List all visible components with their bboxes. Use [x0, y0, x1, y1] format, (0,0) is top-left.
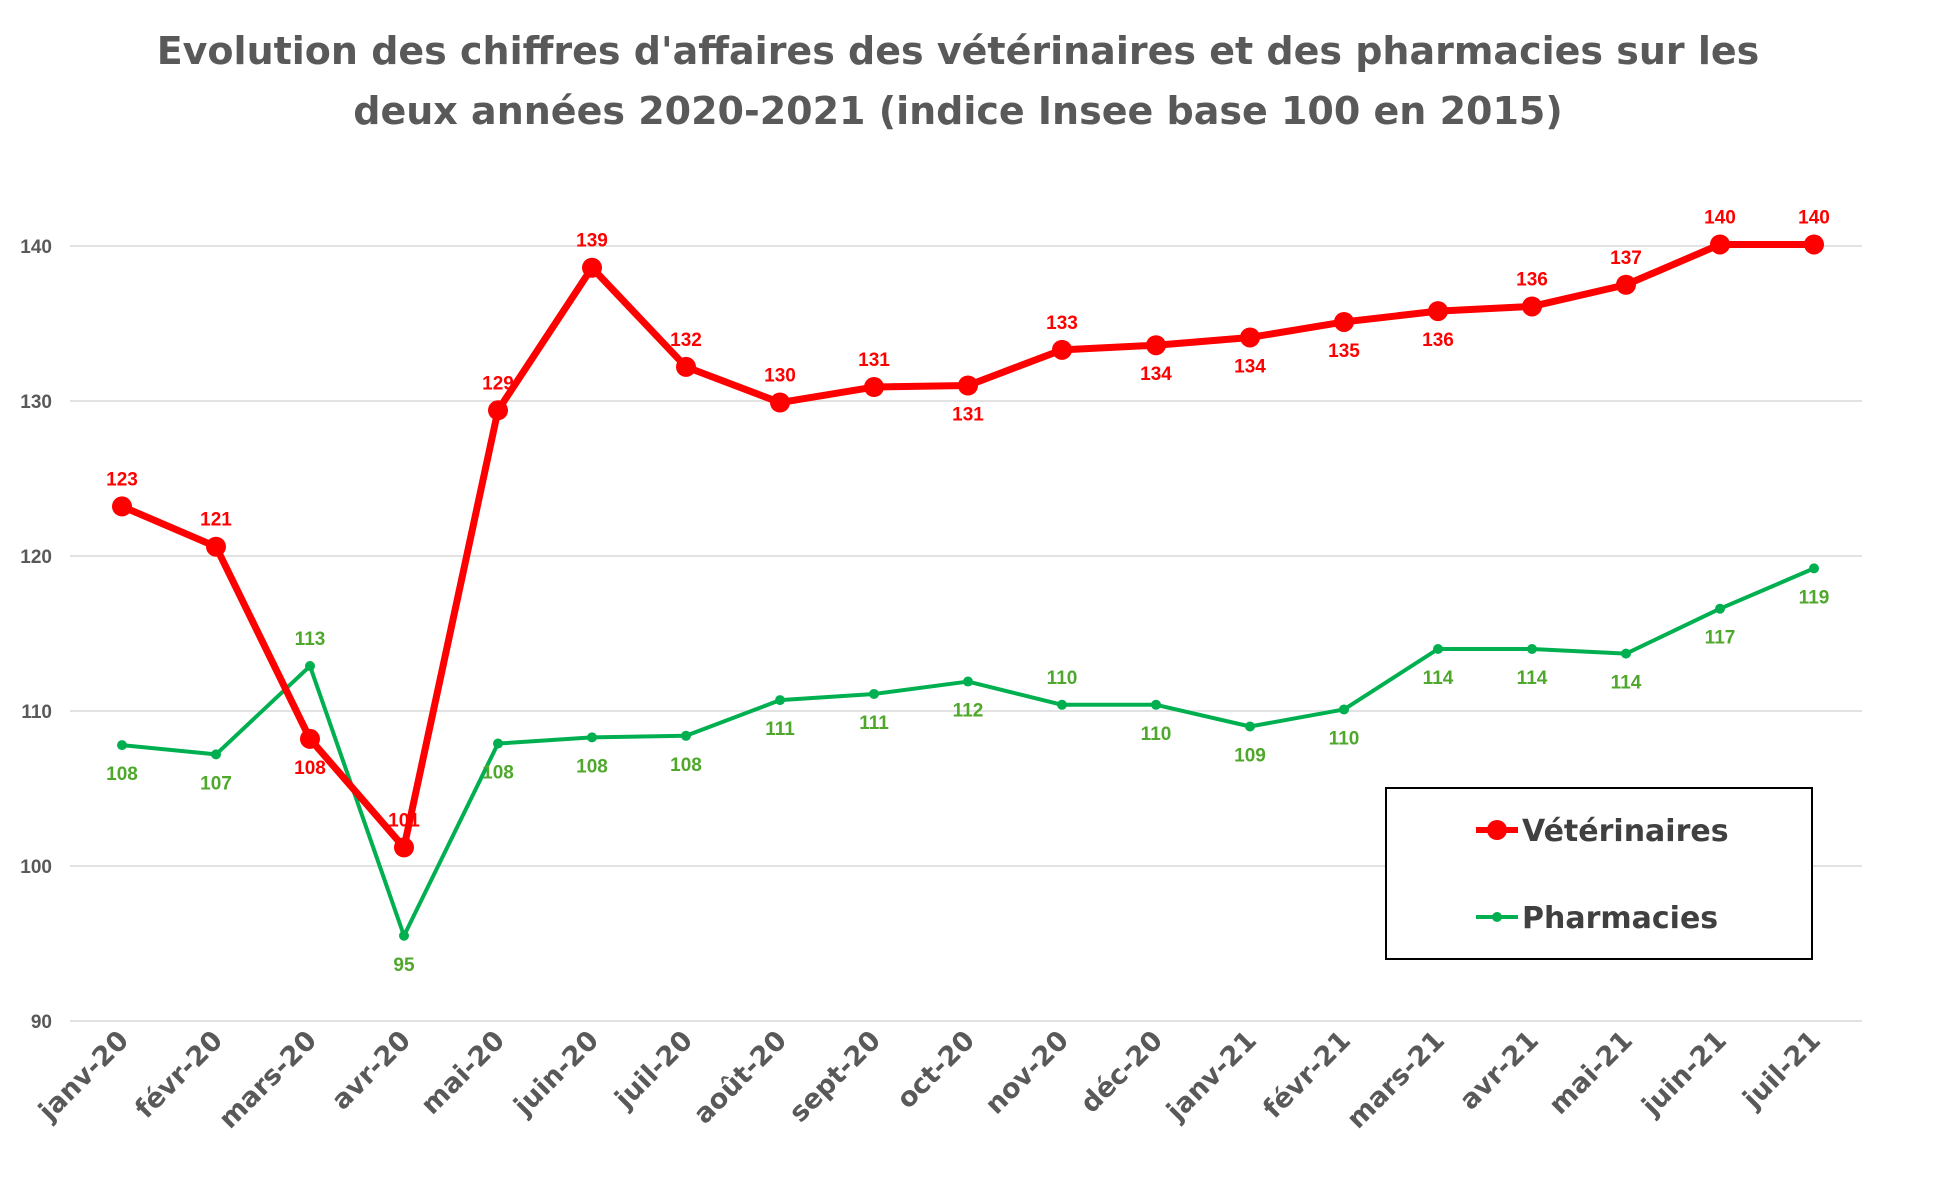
- data-label-veterinaires: 135: [1328, 341, 1360, 362]
- data-label-pharmacies: 119: [1799, 587, 1830, 608]
- data-label-veterinaires: 101: [388, 810, 420, 831]
- point-veterinaires: [1334, 311, 1354, 332]
- data-label-pharmacies: 108: [670, 755, 702, 776]
- data-label-pharmacies: 110: [1141, 724, 1172, 745]
- point-veterinaires: [770, 392, 790, 413]
- point-pharmacies: [1809, 563, 1819, 574]
- data-label-pharmacies: 113: [295, 629, 326, 650]
- data-label-pharmacies: 110: [1329, 728, 1360, 749]
- legend-label-pharmacies: Pharmacies: [1522, 901, 1718, 936]
- data-label-veterinaires: 139: [576, 231, 608, 252]
- data-label-pharmacies: 111: [859, 713, 889, 734]
- point-veterinaires: [206, 536, 226, 557]
- series-layer: [112, 234, 1824, 941]
- point-pharmacies: [117, 740, 127, 751]
- data-label-veterinaires: 140: [1704, 207, 1736, 228]
- point-veterinaires: [112, 496, 132, 517]
- data-label-pharmacies: 112: [953, 701, 984, 722]
- legend-label-veterinaires: Vétérinaires: [1522, 814, 1729, 849]
- point-pharmacies: [1715, 603, 1725, 614]
- point-veterinaires: [488, 400, 508, 421]
- point-pharmacies: [1151, 699, 1161, 710]
- data-label-veterinaires: 133: [1046, 313, 1078, 334]
- data-label-pharmacies: 117: [1705, 628, 1736, 649]
- data-label-pharmacies: 108: [482, 763, 514, 784]
- point-veterinaires: [1240, 327, 1260, 348]
- y-tick-label: 140: [20, 237, 52, 258]
- point-pharmacies: [1433, 644, 1443, 654]
- point-veterinaires: [958, 375, 978, 396]
- data-label-pharmacies: 114: [1517, 668, 1548, 689]
- point-pharmacies: [681, 730, 691, 741]
- data-label-pharmacies: 111: [765, 719, 795, 740]
- data-label-veterinaires: 134: [1140, 364, 1172, 385]
- y-axis-ticks: 90 100 110 120 130 140: [20, 237, 52, 1033]
- point-pharmacies: [399, 930, 409, 941]
- data-label-veterinaires: 136: [1422, 330, 1454, 351]
- data-label-pharmacies: 108: [106, 764, 138, 785]
- data-label-veterinaires: 137: [1610, 248, 1642, 269]
- point-pharmacies: [775, 695, 785, 706]
- point-veterinaires: [864, 377, 884, 398]
- y-gridlines: [70, 245, 1862, 1022]
- data-label-veterinaires: 136: [1516, 269, 1548, 290]
- data-label-pharmacies: 114: [1611, 673, 1642, 694]
- data-label-pharmacies: 114: [1423, 668, 1454, 689]
- data-labels-layer: 108 107 113 95 108 108 108 111 111 112 110 110 109 11…: [106, 207, 1830, 975]
- legend: Vétérinaires Pharmacies: [1385, 787, 1813, 960]
- data-label-pharmacies: 109: [1234, 746, 1266, 767]
- legend-marker-pharmacies: [1492, 912, 1502, 922]
- point-pharmacies: [587, 732, 597, 743]
- point-veterinaires: [1710, 234, 1730, 255]
- data-label-veterinaires: 134: [1234, 356, 1266, 377]
- point-pharmacies: [1527, 644, 1537, 654]
- point-pharmacies: [1057, 699, 1067, 710]
- chart-title-line-2: deux années 2020-2021 (indice Insee base…: [353, 89, 1562, 133]
- data-label-veterinaires: 129: [482, 373, 514, 394]
- data-label-pharmacies: 108: [576, 756, 608, 777]
- data-label-veterinaires: 132: [670, 330, 702, 351]
- y-tick-label: 110: [21, 702, 52, 723]
- data-label-veterinaires: 140: [1798, 207, 1830, 228]
- point-veterinaires: [1428, 301, 1448, 322]
- point-pharmacies: [1621, 648, 1631, 659]
- y-tick-label: 120: [20, 547, 52, 568]
- legend-marker-veterinaires: [1487, 820, 1507, 840]
- data-label-veterinaires: 108: [294, 758, 326, 779]
- y-tick-label: 130: [20, 392, 52, 413]
- point-veterinaires: [1052, 339, 1072, 360]
- y-tick-label: 90: [31, 1012, 52, 1033]
- point-pharmacies: [211, 749, 221, 760]
- point-veterinaires: [582, 257, 602, 278]
- point-veterinaires: [676, 356, 696, 377]
- legend-box: [1385, 787, 1813, 960]
- data-label-veterinaires: 121: [200, 510, 232, 531]
- data-label-pharmacies: 110: [1047, 668, 1078, 689]
- point-pharmacies: [1245, 721, 1255, 732]
- point-veterinaires: [1616, 274, 1636, 295]
- point-veterinaires: [1804, 234, 1824, 255]
- point-pharmacies: [1339, 704, 1349, 715]
- point-pharmacies: [963, 676, 973, 687]
- y-tick-label: 100: [20, 857, 52, 878]
- data-label-veterinaires: 131: [858, 350, 890, 371]
- point-veterinaires: [394, 837, 414, 858]
- point-pharmacies: [305, 661, 315, 672]
- data-label-veterinaires: 123: [106, 469, 138, 490]
- data-label-veterinaires: 130: [764, 366, 796, 387]
- data-label-pharmacies: 95: [393, 955, 415, 976]
- data-label-pharmacies: 107: [200, 773, 232, 794]
- point-veterinaires: [300, 728, 320, 749]
- point-pharmacies: [869, 688, 879, 699]
- point-veterinaires: [1522, 296, 1542, 317]
- point-pharmacies: [493, 738, 503, 749]
- chart-title-line-1: Evolution des chiffres d'affaires des vé…: [157, 29, 1760, 73]
- point-veterinaires: [1146, 335, 1166, 356]
- data-label-veterinaires: 131: [952, 405, 984, 426]
